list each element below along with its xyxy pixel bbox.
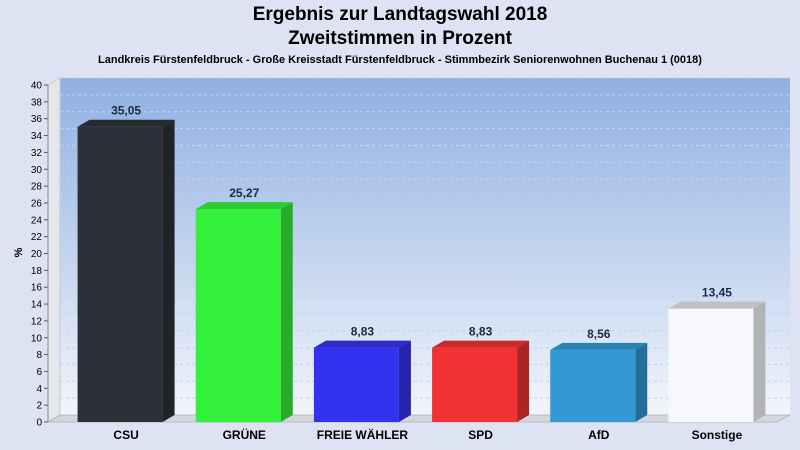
y-tick-label: 26	[31, 198, 43, 209]
bar-top	[77, 119, 175, 127]
bar-freie-wähler: 8,83	[313, 325, 411, 422]
bar-csu: 35,05	[77, 104, 175, 423]
x-axis: CSU GRÜNE FREIE WÄHLER SPD AfD Sonstige	[113, 427, 742, 442]
side-wall	[47, 77, 61, 423]
y-tick-label: 20	[31, 249, 43, 260]
x-tick-label: FREIE WÄHLER	[317, 427, 409, 442]
bar-front	[550, 349, 636, 422]
y-tick-label: 34	[31, 131, 43, 142]
y-tick-label: 16	[31, 283, 43, 294]
y-axis-label: %	[13, 247, 25, 257]
bar-front	[313, 347, 399, 422]
bar-top	[550, 342, 648, 350]
bar-value-label: 25,27	[229, 186, 259, 200]
y-tick-label: 0	[36, 418, 42, 429]
y-tick-label: 38	[31, 97, 43, 108]
bar-top	[313, 340, 411, 348]
x-tick-label: SPD	[468, 428, 493, 442]
y-tick-label: 12	[31, 316, 43, 327]
grid-lines	[60, 77, 790, 399]
bar-front	[77, 126, 163, 423]
bar-top	[432, 340, 530, 348]
bar-front	[195, 209, 281, 422]
y-tick-label: 32	[31, 148, 43, 159]
y-tick-label: 10	[31, 333, 43, 344]
bar-grüne: 25,27	[195, 186, 293, 422]
y-tick-label: 4	[36, 384, 42, 395]
y-tick-label: 28	[31, 182, 43, 193]
bar-value-label: 35,05	[111, 104, 141, 118]
y-tick-label: 6	[36, 367, 42, 378]
x-tick-label: AfD	[588, 428, 610, 442]
bar-sonstige: 13,45	[668, 286, 766, 422]
bar-side	[753, 301, 766, 422]
chart-subtitle: Zweitstimmen in Prozent	[288, 28, 512, 49]
x-tick-label: CSU	[113, 428, 138, 442]
bars: 35,05 25,27 8,83 8,83 8,56 13,45	[77, 104, 766, 423]
bar-value-label: 8,83	[351, 325, 375, 339]
bar-front	[668, 308, 754, 422]
y-tick-label: 2	[36, 401, 42, 412]
bar-side	[635, 342, 648, 422]
y-tick-label: 30	[31, 165, 43, 176]
y-tick-label: 22	[31, 232, 43, 243]
bar-side	[162, 119, 175, 423]
bar-side	[398, 340, 411, 422]
bar-side	[517, 340, 530, 422]
bar-afd: 8,56	[550, 327, 648, 422]
chart-caption: Landkreis Fürstenfeldbruck - Große Kreis…	[98, 54, 702, 66]
y-tick-label: 40	[31, 81, 43, 92]
bar-top	[195, 202, 293, 210]
chart-title: Ergebnis zur Landtagswahl 2018	[252, 4, 548, 25]
bar-front	[432, 347, 518, 422]
y-tick-label: 14	[31, 300, 43, 311]
bar-value-label: 13,45	[702, 286, 732, 300]
x-tick-label: GRÜNE	[223, 427, 266, 442]
bar-side	[280, 202, 293, 422]
y-tick-label: 36	[31, 114, 43, 125]
y-tick-label: 18	[31, 266, 43, 277]
bar-top	[668, 301, 766, 309]
y-tick-label: 24	[31, 215, 43, 226]
bar-spd: 8,83	[432, 325, 530, 422]
bar-value-label: 8,56	[587, 327, 611, 341]
bar-value-label: 8,83	[469, 325, 493, 339]
x-tick-label: Sonstige	[692, 428, 743, 442]
y-tick-label: 8	[36, 350, 42, 361]
